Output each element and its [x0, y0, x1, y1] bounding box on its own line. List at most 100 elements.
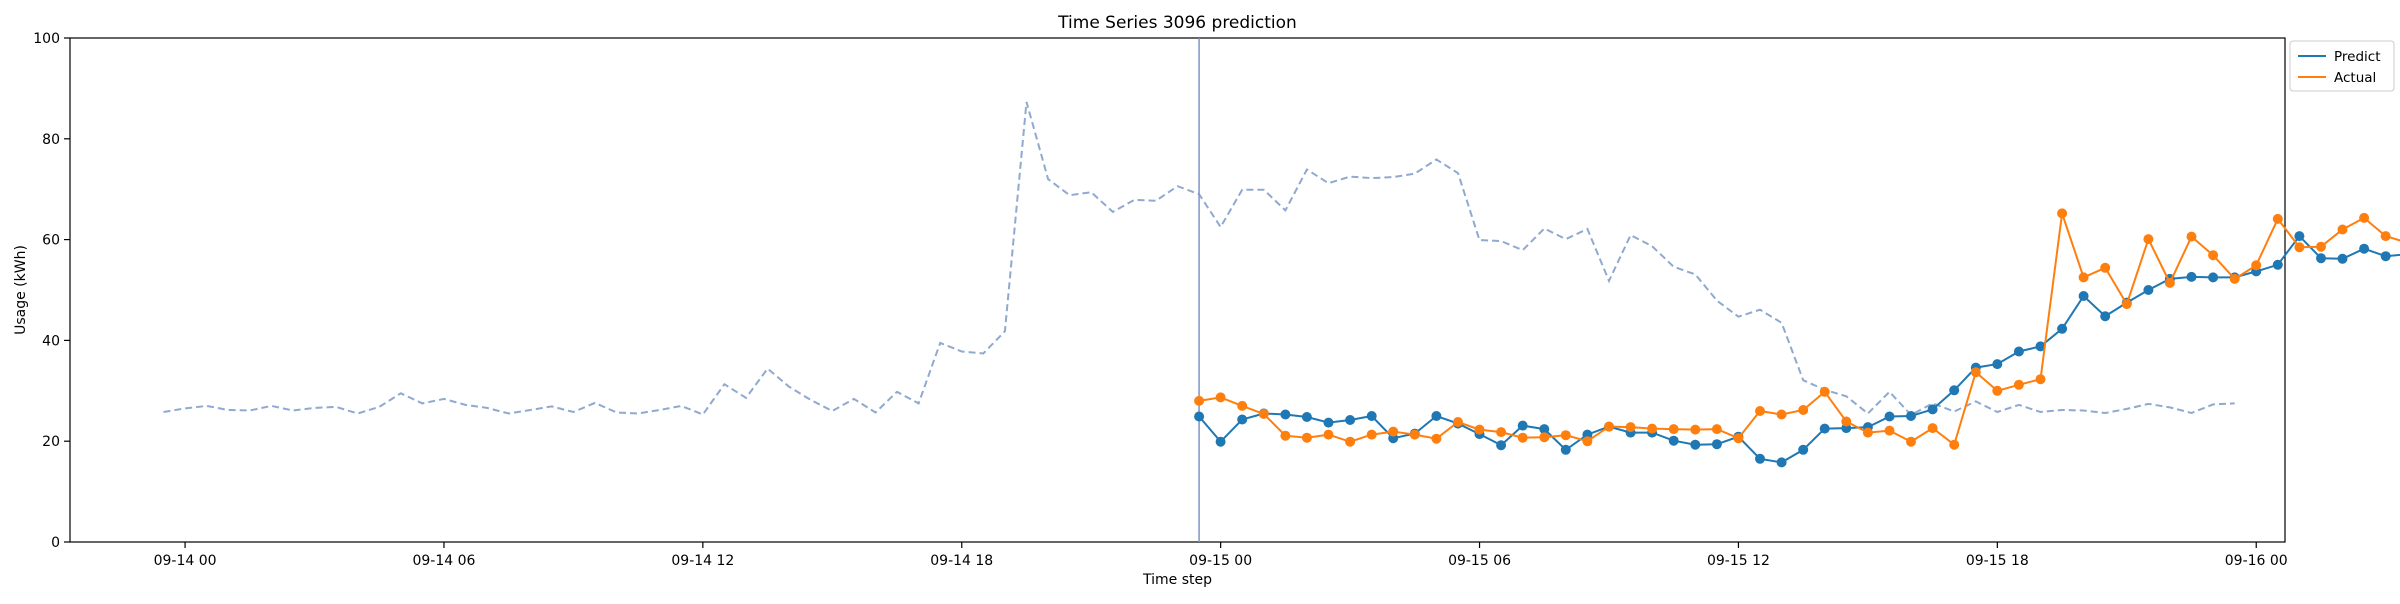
actual-point — [1280, 430, 1291, 441]
predict-point — [2337, 253, 2348, 264]
actual-point — [1906, 436, 1916, 447]
predict-point — [1323, 417, 1334, 428]
predict-point — [2143, 285, 2154, 295]
legend-label: Actual — [2334, 70, 2376, 86]
x-axis-label: Time step — [1142, 572, 1212, 588]
predict-point — [1517, 420, 1528, 431]
actual-point — [2251, 260, 2262, 271]
actual-point — [1496, 427, 1507, 438]
y-tick-label: 60 — [42, 233, 60, 249]
predict-point — [1906, 411, 1916, 421]
actual-point — [2013, 379, 2024, 390]
actual-point — [1625, 422, 1636, 433]
x-tick-label: 09-14 06 — [412, 553, 475, 569]
actual-point — [1970, 367, 1981, 378]
actual-point — [2337, 224, 2348, 235]
actual-point — [2186, 231, 2197, 242]
actual-point — [1345, 436, 1356, 447]
actual-point — [1604, 421, 1614, 432]
actual-point — [1582, 436, 1593, 447]
predict-point — [1539, 424, 1550, 435]
predict-point — [1755, 453, 1765, 464]
actual-point — [1668, 424, 1679, 435]
actual-point — [1517, 432, 1528, 443]
y-tick-label: 0 — [51, 535, 60, 551]
predict-point — [1496, 440, 1507, 451]
actual-point — [2272, 213, 2283, 224]
predict-point — [1798, 444, 1809, 455]
predict-point — [2013, 346, 2024, 357]
actual-point — [2078, 272, 2089, 283]
actual-point — [2229, 273, 2240, 284]
actual-point — [2143, 234, 2154, 245]
actual-point — [1841, 416, 1852, 427]
predict-point — [2035, 341, 2046, 352]
legend-label: Predict — [2334, 49, 2381, 65]
predict-point — [2316, 253, 2326, 264]
chart-title: Time Series 3096 prediction — [1057, 13, 1297, 33]
y-tick-label: 40 — [42, 333, 60, 349]
predict-point — [1949, 385, 1960, 396]
actual-point — [1733, 433, 1744, 444]
actual-point — [1949, 439, 1960, 450]
predict-point — [1194, 411, 1205, 422]
predict-point — [1668, 435, 1679, 446]
y-axis-label: Usage (kWh) — [13, 245, 29, 335]
predict-point — [1366, 411, 1377, 421]
actual-point — [1323, 429, 1334, 440]
predict-point — [2294, 231, 2305, 242]
predict-point — [2078, 291, 2089, 301]
predict-point — [1280, 409, 1291, 420]
actual-point — [1819, 386, 1830, 397]
actual-point — [1992, 385, 2003, 396]
actual-point — [1647, 423, 1658, 434]
predict-point — [2208, 272, 2219, 283]
x-tick-label: 09-16 00 — [2225, 553, 2288, 569]
predict-point — [1431, 411, 1442, 421]
actual-point — [1237, 400, 1248, 411]
predict-point — [1215, 436, 1226, 447]
actual-point — [2294, 242, 2305, 253]
predict-point — [1884, 411, 1895, 422]
actual-point — [2316, 241, 2326, 252]
predict-line — [1198, 234, 2400, 464]
y-tick-label: 100 — [33, 31, 60, 47]
actual-point — [1453, 417, 1463, 427]
x-tick-label: 09-15 18 — [1966, 553, 2029, 569]
y-tick-label: 20 — [42, 434, 60, 450]
actual-point — [1539, 432, 1550, 443]
actual-point — [2100, 262, 2111, 273]
x-tick-label: 09-14 18 — [930, 553, 993, 569]
predict-point — [2057, 323, 2068, 334]
actual-point — [2164, 277, 2175, 288]
actual-point — [2359, 212, 2370, 223]
predict-point — [1819, 423, 1830, 434]
actual-point — [1690, 424, 1701, 435]
actual-line — [1198, 213, 2400, 447]
predict-point — [1301, 412, 1312, 422]
actual-point — [1366, 429, 1377, 440]
actual-point — [1560, 430, 1571, 441]
actual-point — [1301, 432, 1312, 443]
actual-point — [2035, 374, 2046, 385]
actual-point — [2380, 231, 2391, 242]
actual-point — [1194, 395, 1205, 406]
predict-point — [2380, 251, 2391, 262]
actual-point — [2057, 208, 2068, 219]
plot-frame — [69, 37, 2286, 543]
actual-point — [1884, 425, 1895, 436]
actual-point — [1755, 406, 1765, 416]
actual-point — [2121, 299, 2132, 310]
predict-point — [1345, 415, 1356, 425]
actual-point — [1776, 409, 1787, 420]
predict-point — [2272, 259, 2283, 270]
predict-point — [1927, 404, 1938, 415]
predict-point — [2186, 271, 2197, 282]
actual-point — [1474, 424, 1485, 435]
actual-point — [1258, 409, 1269, 419]
actual-point — [2208, 250, 2219, 261]
predict-point — [1776, 457, 1787, 468]
actual-point — [1927, 423, 1938, 434]
